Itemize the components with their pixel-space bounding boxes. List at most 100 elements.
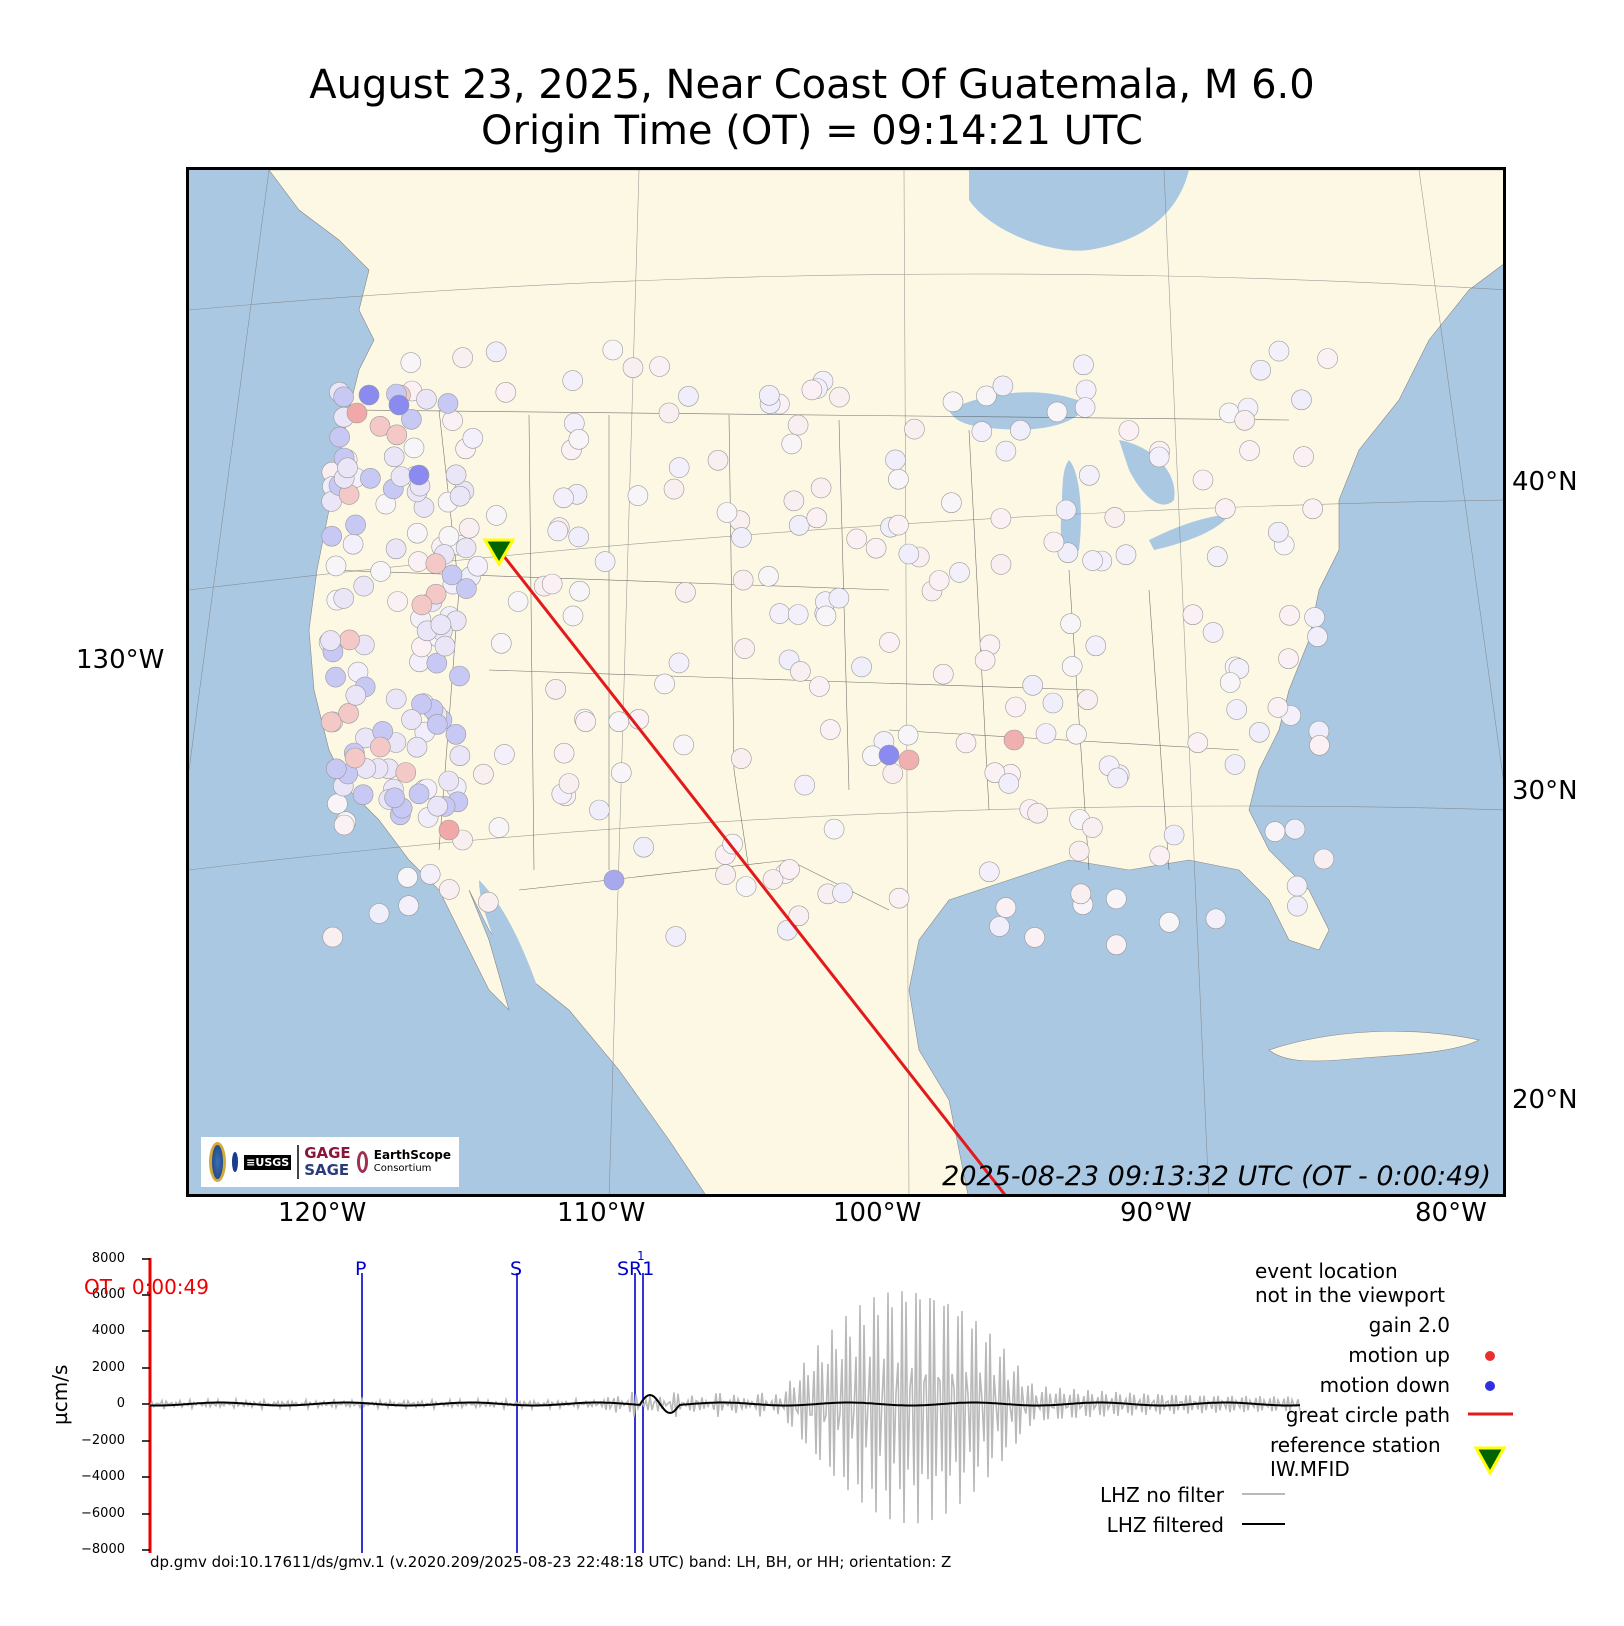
reference-station-marker	[482, 538, 516, 567]
lon-tick: 100°W	[833, 1198, 922, 1228]
nasa-logo	[231, 1152, 239, 1172]
station-marker	[998, 773, 1020, 794]
station-marker	[885, 449, 906, 471]
station-marker	[467, 555, 489, 577]
station-marker	[762, 869, 784, 890]
station-marker	[610, 762, 632, 784]
station-marker	[329, 426, 350, 448]
station-marker	[442, 410, 463, 431]
lat-tick: 20°N	[1512, 1085, 1578, 1115]
legend-no-filter: LHZ no filter	[1099, 1483, 1224, 1507]
station-marker	[949, 562, 970, 583]
station-marker	[1043, 531, 1065, 553]
lat-tick: 30°N	[1512, 776, 1578, 806]
station-marker	[434, 635, 456, 657]
station-marker	[828, 587, 850, 609]
phase-label-sr1: SR1	[617, 1258, 655, 1280]
station-marker	[1024, 927, 1046, 948]
station-marker	[1078, 464, 1100, 486]
station-marker	[1219, 672, 1241, 693]
station-marker	[992, 375, 1014, 397]
station-marker	[1279, 604, 1300, 626]
station-marker	[1115, 544, 1137, 566]
station-marker	[995, 897, 1017, 918]
station-marker	[1042, 692, 1064, 714]
station-marker	[384, 787, 405, 809]
station-marker	[1073, 354, 1094, 376]
station-marker	[337, 457, 358, 479]
station-marker	[486, 505, 507, 526]
station-marker	[882, 763, 904, 784]
station-marker	[898, 543, 920, 565]
ot-label: OT - 0:00:49	[84, 1275, 209, 1299]
station-marker	[408, 783, 430, 805]
station-marker	[832, 882, 853, 904]
station-marker	[1106, 934, 1127, 956]
seismogram-panel: 8000 6000 4000 2000 0 −2000 −4000 −6000 …	[0, 1245, 1624, 1626]
station-marker	[346, 402, 368, 424]
station-marker	[989, 916, 1010, 937]
station-marker	[385, 538, 407, 560]
station-marker	[449, 485, 471, 507]
station-marker	[383, 446, 405, 468]
station-marker	[888, 514, 909, 536]
station-marker	[1226, 699, 1247, 720]
station-marker	[456, 578, 477, 599]
station-marker	[370, 561, 391, 582]
great-circle-path	[497, 549, 1007, 1194]
station-marker	[507, 591, 529, 612]
station-marker	[322, 926, 343, 948]
station-marker	[1268, 521, 1289, 543]
station-marker	[485, 341, 507, 363]
station-marker	[411, 594, 433, 616]
station-marker	[438, 879, 460, 900]
y-ticks	[142, 1258, 150, 1551]
earthscope-logo: EarthScope Consortium	[373, 1148, 451, 1175]
station-marker	[787, 414, 809, 436]
station-marker	[369, 415, 391, 437]
station-marker	[541, 573, 563, 595]
hudson-bay	[969, 170, 1189, 251]
station-marker	[1163, 824, 1185, 846]
station-marker	[1207, 546, 1228, 568]
station-marker	[678, 386, 699, 407]
station-marker	[408, 551, 429, 572]
station-marker	[589, 799, 610, 821]
usgs-logo: ≡USGS	[244, 1154, 292, 1170]
station-marker	[445, 464, 467, 486]
station-marker	[430, 614, 452, 636]
station-marker	[1158, 911, 1180, 933]
station-marker	[342, 533, 364, 555]
station-marker	[984, 762, 1006, 784]
station-marker	[1250, 359, 1271, 381]
station-marker	[971, 421, 993, 442]
station-marker	[1268, 340, 1290, 362]
phase-label-s: S	[510, 1258, 523, 1280]
station-marker	[622, 357, 644, 378]
origin-time-subtitle: Origin Time (OT) = 09:14:21 UTC	[481, 108, 1143, 154]
y-tick-label: 2000	[91, 1360, 125, 1375]
station-marker	[1075, 379, 1097, 401]
station-marker	[403, 437, 425, 459]
station-marker	[627, 485, 649, 506]
station-marker	[360, 467, 381, 489]
station-marker	[398, 895, 419, 917]
station-marker	[1309, 734, 1330, 756]
station-marker	[385, 688, 407, 710]
station-marker	[1009, 419, 1031, 441]
station-marker	[1205, 908, 1227, 930]
station-marker	[575, 711, 597, 733]
station-marker	[603, 869, 625, 891]
station-marker	[1005, 696, 1026, 718]
station-marker	[758, 565, 779, 587]
station-marker	[941, 492, 962, 514]
station-marker	[1070, 883, 1092, 905]
station-marker	[345, 514, 366, 536]
gain-label: gain 2.0	[1368, 1313, 1450, 1337]
phase-lines	[361, 1273, 644, 1553]
motion-up-swatch	[1485, 1351, 1495, 1361]
station-map[interactable]: ≡USGS GAGE SAGE EarthScope Consortium 2025…	[186, 167, 1506, 1197]
station-marker	[897, 724, 919, 746]
station-marker	[333, 588, 354, 609]
station-marker	[904, 418, 925, 440]
